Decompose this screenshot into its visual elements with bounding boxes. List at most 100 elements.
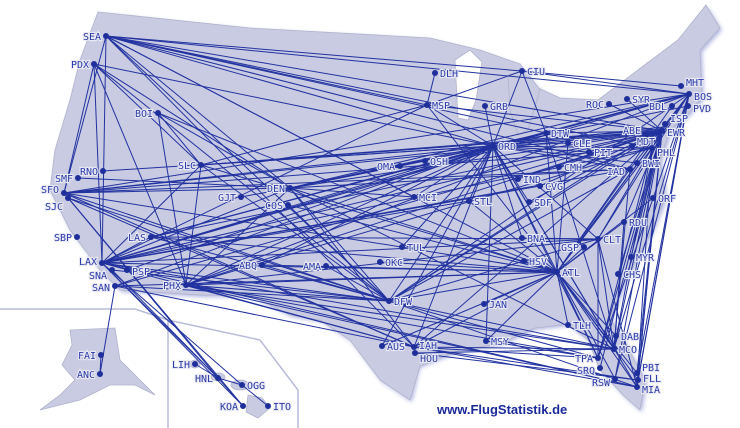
airport-marker[interactable] — [91, 61, 97, 67]
airport-iad[interactable]: IAD — [606, 166, 633, 179]
airport-marker[interactable] — [521, 258, 527, 264]
airport-marker[interactable] — [148, 234, 154, 240]
airport-koa[interactable]: KOA — [219, 401, 246, 414]
airport-marker[interactable] — [519, 235, 525, 241]
airport-pdx[interactable]: PDX — [70, 59, 97, 72]
airport-dlh[interactable]: DLH — [432, 68, 459, 81]
airport-marker[interactable] — [377, 259, 383, 265]
airport-anc[interactable]: ANC — [76, 369, 103, 382]
airport-mci[interactable]: MCI — [411, 192, 438, 205]
airport-ama[interactable]: AMA — [302, 261, 329, 274]
airport-las[interactable]: LAS — [127, 232, 154, 245]
airport-san[interactable]: SAN — [91, 282, 118, 295]
airport-marker[interactable] — [61, 190, 67, 196]
airport-marker[interactable] — [624, 96, 630, 102]
airport-marker[interactable] — [606, 101, 612, 107]
airport-lax[interactable]: LAX — [78, 256, 105, 269]
airport-cmh[interactable]: CMH — [556, 162, 583, 175]
airport-marker[interactable] — [466, 198, 472, 204]
airport-marker[interactable] — [183, 282, 189, 288]
airport-marker[interactable] — [379, 343, 385, 349]
airport-marker[interactable] — [556, 164, 562, 170]
airport-marker[interactable] — [287, 185, 293, 191]
airport-lih[interactable]: LIH — [171, 359, 198, 372]
airport-ewr[interactable]: EWR — [659, 127, 687, 140]
airport-marker[interactable] — [554, 269, 560, 275]
airport-osh[interactable]: OSH — [422, 156, 449, 169]
airport-den[interactable]: DEN — [266, 183, 293, 196]
airport-marker[interactable] — [543, 130, 549, 136]
airport-dab[interactable]: DAB — [613, 331, 640, 344]
airport-marker[interactable] — [424, 102, 430, 108]
airport-marker[interactable] — [65, 195, 71, 201]
airport-hsv[interactable]: HSV — [521, 256, 548, 269]
airport-pvd[interactable]: PVD — [685, 103, 712, 116]
airport-sdf[interactable]: SDF — [526, 197, 553, 210]
airport-marker[interactable] — [635, 377, 641, 383]
airport-ciu[interactable]: CIU — [519, 66, 546, 79]
airport-msp[interactable]: MSP — [424, 100, 451, 113]
airport-marker[interactable] — [597, 365, 603, 371]
airport-marker[interactable] — [685, 103, 691, 109]
airport-marker[interactable] — [386, 298, 392, 304]
airport-phx[interactable]: PHX — [162, 280, 189, 293]
airport-atl[interactable]: ATL — [554, 267, 581, 280]
credit-link[interactable]: www.FlugStatistik.de — [437, 402, 568, 417]
airport-marker[interactable] — [239, 382, 245, 388]
airport-oma[interactable]: OMA — [376, 161, 403, 174]
airport-marker[interactable] — [323, 263, 329, 269]
airport-hou[interactable]: HOU — [412, 350, 439, 366]
airport-marker[interactable] — [422, 158, 428, 164]
airport-marker[interactable] — [669, 103, 675, 109]
airport-marker[interactable] — [240, 403, 246, 409]
airport-chs[interactable]: CHS — [615, 269, 642, 282]
airport-marker[interactable] — [215, 375, 221, 381]
airport-marker[interactable] — [198, 162, 204, 168]
airport-marker[interactable] — [432, 70, 438, 76]
airport-marker[interactable] — [155, 110, 161, 116]
airport-srq[interactable]: SRQ — [576, 365, 603, 378]
airport-bos[interactable]: BOS — [686, 91, 713, 104]
airport-marker[interactable] — [259, 262, 265, 268]
airport-isp[interactable]: ISP — [662, 113, 689, 127]
airport-marker[interactable] — [621, 219, 627, 225]
airport-gsp[interactable]: GSP — [560, 242, 587, 255]
airport-grb[interactable]: GRB — [482, 101, 509, 114]
airport-cle[interactable]: CLE — [565, 138, 592, 151]
airport-marker[interactable] — [75, 175, 81, 181]
airport-marker[interactable] — [595, 236, 601, 242]
airport-marker[interactable] — [412, 350, 418, 356]
airport-smf[interactable]: SMF — [54, 173, 81, 186]
airport-marker[interactable] — [285, 202, 291, 208]
airport-marker[interactable] — [483, 338, 489, 344]
airport-okc[interactable]: OKC — [377, 257, 404, 270]
airport-aus[interactable]: AUS — [379, 341, 406, 354]
airport-rdu[interactable]: RDU — [621, 217, 648, 230]
airport-ind[interactable]: IND — [515, 174, 542, 187]
airport-marker[interactable] — [650, 195, 656, 201]
airport-stl[interactable]: STL — [466, 196, 493, 209]
airport-marker[interactable] — [97, 371, 103, 377]
airport-sbp[interactable]: SBP — [53, 232, 80, 245]
airport-marker[interactable] — [586, 149, 592, 155]
airport-rno[interactable]: RNO — [79, 166, 106, 179]
airport-gjt[interactable]: GJT — [217, 192, 244, 205]
airport-ord[interactable]: ORD — [490, 141, 517, 154]
airport-marker[interactable] — [103, 33, 109, 39]
airport-marker[interactable] — [100, 168, 106, 174]
airport-marker[interactable] — [109, 267, 115, 273]
airport-mco[interactable]: MCO — [611, 344, 638, 357]
airport-marker[interactable] — [526, 199, 532, 205]
airport-roc[interactable]: ROC — [585, 99, 612, 112]
airport-phl[interactable]: PHL — [649, 145, 676, 160]
airport-marker[interactable] — [192, 361, 198, 367]
airport-marker[interactable] — [659, 128, 665, 134]
airport-marker[interactable] — [634, 160, 640, 166]
airport-marker[interactable] — [74, 234, 80, 240]
airport-marker[interactable] — [397, 163, 403, 169]
airport-abe[interactable]: ABE — [622, 125, 649, 139]
airport-marker[interactable] — [629, 143, 635, 149]
airport-marker[interactable] — [112, 283, 118, 289]
airport-cos[interactable]: COS — [264, 200, 291, 213]
airport-marker[interactable] — [565, 322, 571, 328]
